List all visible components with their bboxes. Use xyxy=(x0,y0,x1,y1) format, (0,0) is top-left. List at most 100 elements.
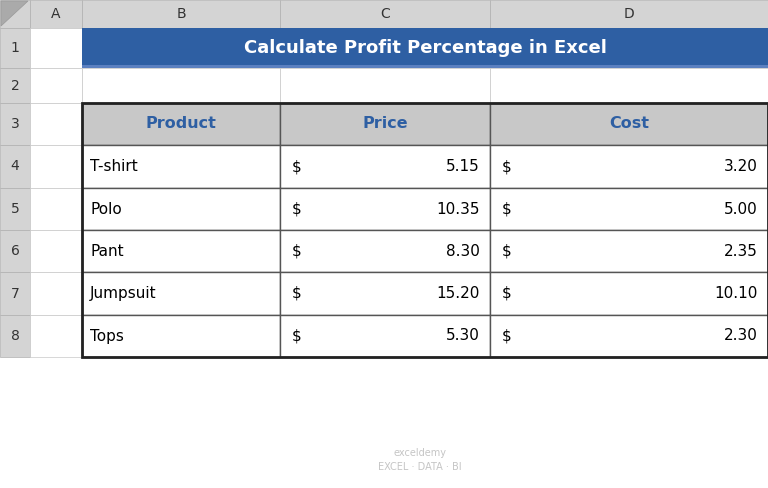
Bar xyxy=(280,230,490,272)
Bar xyxy=(490,145,768,188)
Bar xyxy=(280,315,490,357)
Bar xyxy=(0,28,30,68)
Bar xyxy=(30,230,82,272)
Bar xyxy=(490,230,768,272)
Bar xyxy=(82,315,280,357)
Text: Polo: Polo xyxy=(90,202,122,217)
Text: Cost: Cost xyxy=(609,117,649,131)
Text: B: B xyxy=(176,7,186,21)
Bar xyxy=(280,230,490,272)
Bar xyxy=(0,0,30,28)
Bar xyxy=(82,188,280,230)
Bar xyxy=(0,145,30,188)
Text: Price: Price xyxy=(362,117,408,131)
Bar xyxy=(82,65,768,68)
Text: 3: 3 xyxy=(11,117,19,131)
Bar xyxy=(280,272,490,315)
Bar xyxy=(280,315,490,357)
Bar xyxy=(82,145,280,188)
Bar xyxy=(0,188,30,230)
Text: $: $ xyxy=(292,244,302,259)
Bar xyxy=(490,315,768,357)
Bar xyxy=(82,68,280,103)
Bar xyxy=(0,103,30,145)
Bar xyxy=(82,103,768,357)
Text: A: A xyxy=(51,7,61,21)
Bar xyxy=(82,28,280,68)
Bar xyxy=(30,68,82,103)
Bar xyxy=(280,145,490,188)
Text: $: $ xyxy=(502,244,511,259)
Bar xyxy=(82,315,280,357)
Bar xyxy=(280,272,490,315)
Bar xyxy=(82,103,280,145)
Bar xyxy=(30,28,82,68)
Bar xyxy=(82,230,280,272)
Bar xyxy=(30,315,82,357)
Bar xyxy=(280,188,490,230)
Text: exceldemy
EXCEL · DATA · BI: exceldemy EXCEL · DATA · BI xyxy=(378,448,462,471)
Text: 3.20: 3.20 xyxy=(724,159,758,174)
Bar xyxy=(490,272,768,315)
Text: 6: 6 xyxy=(11,244,19,258)
Text: 5.00: 5.00 xyxy=(724,202,758,217)
Bar xyxy=(0,68,30,103)
Bar xyxy=(490,103,768,145)
Bar xyxy=(280,0,490,28)
Bar xyxy=(490,188,768,230)
Bar xyxy=(490,28,768,68)
Text: T-shirt: T-shirt xyxy=(90,159,137,174)
Bar xyxy=(82,230,280,272)
Bar xyxy=(490,315,768,357)
Bar xyxy=(82,145,280,188)
Text: $: $ xyxy=(292,202,302,217)
Text: 8.30: 8.30 xyxy=(446,244,480,259)
Bar xyxy=(490,188,768,230)
Bar xyxy=(0,230,30,272)
Text: $: $ xyxy=(292,286,302,301)
Text: 5.15: 5.15 xyxy=(446,159,480,174)
Bar xyxy=(280,68,490,103)
Text: 5: 5 xyxy=(11,202,19,216)
Text: 4: 4 xyxy=(11,160,19,174)
Bar xyxy=(490,145,768,188)
Bar xyxy=(490,68,768,103)
Polygon shape xyxy=(1,1,28,26)
Text: D: D xyxy=(624,7,634,21)
Text: Jumpsuit: Jumpsuit xyxy=(90,286,157,301)
Bar xyxy=(490,272,768,315)
Bar xyxy=(82,103,280,145)
Bar xyxy=(280,188,490,230)
Bar xyxy=(0,272,30,315)
Bar xyxy=(82,28,768,68)
Bar xyxy=(280,28,490,68)
Bar xyxy=(82,272,280,315)
Text: 1: 1 xyxy=(11,41,19,55)
Text: 15.20: 15.20 xyxy=(437,286,480,301)
Text: $: $ xyxy=(502,328,511,344)
Text: C: C xyxy=(380,7,390,21)
Text: $: $ xyxy=(502,286,511,301)
Bar xyxy=(490,103,768,145)
Text: 2.30: 2.30 xyxy=(724,328,758,344)
Bar xyxy=(490,230,768,272)
Bar xyxy=(30,188,82,230)
Text: $: $ xyxy=(502,159,511,174)
Text: $: $ xyxy=(292,159,302,174)
Text: Tops: Tops xyxy=(90,328,124,344)
Bar xyxy=(0,315,30,357)
Text: 7: 7 xyxy=(11,286,19,301)
Bar xyxy=(82,0,280,28)
Text: 10.10: 10.10 xyxy=(715,286,758,301)
Text: 5.30: 5.30 xyxy=(446,328,480,344)
Text: 2: 2 xyxy=(11,79,19,93)
Bar xyxy=(30,272,82,315)
Bar xyxy=(82,272,280,315)
Text: 8: 8 xyxy=(11,329,19,343)
Bar xyxy=(82,188,280,230)
Text: Calculate Profit Percentage in Excel: Calculate Profit Percentage in Excel xyxy=(243,39,607,57)
Text: Product: Product xyxy=(146,117,217,131)
Text: $: $ xyxy=(502,202,511,217)
Bar xyxy=(30,0,82,28)
Bar xyxy=(30,103,82,145)
